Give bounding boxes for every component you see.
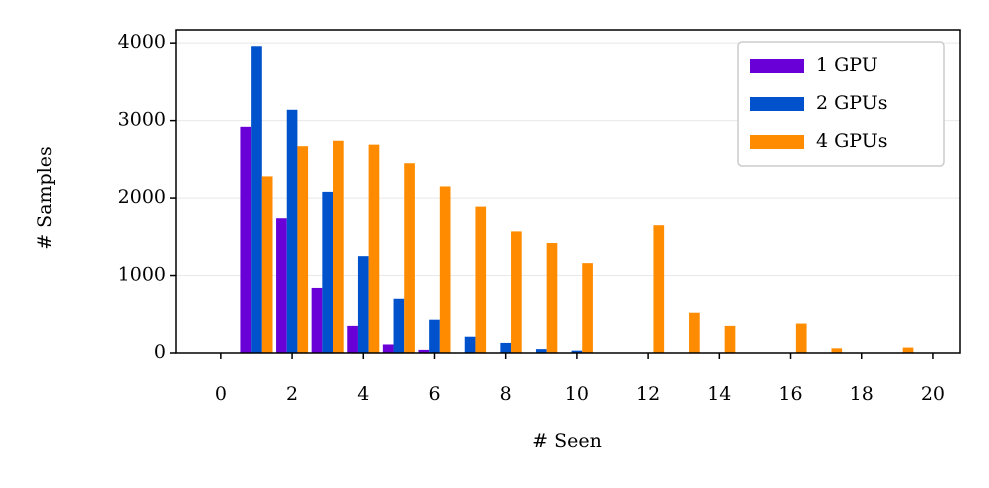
legend-label: 1 GPU — [816, 54, 878, 76]
bar — [333, 140, 344, 353]
legend-label: 4 GPUs — [816, 130, 888, 152]
legend-label: 2 GPUs — [816, 92, 888, 114]
bar — [261, 176, 273, 353]
bar — [831, 348, 843, 353]
x-tick-label: 2 — [286, 383, 298, 405]
bar — [500, 342, 512, 353]
bar — [546, 243, 558, 353]
y-tick-label: 3000 — [118, 109, 166, 131]
bar — [311, 287, 323, 353]
bar — [689, 312, 700, 353]
bar — [286, 109, 298, 354]
bar — [475, 206, 487, 353]
bar — [276, 218, 287, 353]
x-tick-label: 8 — [500, 383, 512, 405]
bar — [251, 46, 262, 354]
y-tick-label: 1000 — [118, 264, 166, 286]
bar — [902, 347, 914, 353]
bar — [464, 336, 476, 353]
x-tick-label: 0 — [215, 383, 227, 405]
x-tick-label: 10 — [565, 383, 589, 405]
x-tick-label: 18 — [850, 383, 874, 405]
bar — [297, 146, 309, 353]
bar — [795, 323, 807, 353]
x-tick-label: 16 — [778, 383, 802, 405]
y-tick-label: 0 — [154, 341, 166, 363]
bar — [322, 191, 334, 353]
legend-swatch — [750, 135, 804, 149]
bar — [571, 350, 583, 353]
bar — [582, 263, 593, 353]
y-tick-label: 2000 — [118, 186, 166, 208]
plot-frame — [175, 29, 961, 354]
x-tick-label: 20 — [921, 383, 945, 405]
bar — [439, 186, 451, 353]
legend-swatch — [750, 97, 804, 111]
x-tick-label: 6 — [428, 383, 440, 405]
bar — [724, 325, 736, 353]
bar — [393, 298, 405, 353]
y-axis-label: # Samples — [34, 146, 56, 250]
legend-swatch — [750, 59, 804, 73]
bar — [357, 256, 369, 353]
bar — [240, 126, 252, 353]
bar — [404, 163, 415, 353]
bar — [368, 144, 380, 353]
x-axis-label: # Seen — [532, 430, 602, 452]
x-tick-label: 4 — [357, 383, 369, 405]
bar — [511, 231, 522, 353]
x-tick-label: 14 — [707, 383, 731, 405]
x-tick-label: 12 — [636, 383, 660, 405]
bar — [653, 225, 665, 353]
bar — [347, 325, 358, 353]
bar — [382, 344, 394, 353]
bar — [429, 319, 440, 353]
bar — [535, 349, 547, 353]
y-tick-label: 4000 — [118, 31, 166, 53]
bar — [418, 349, 430, 353]
